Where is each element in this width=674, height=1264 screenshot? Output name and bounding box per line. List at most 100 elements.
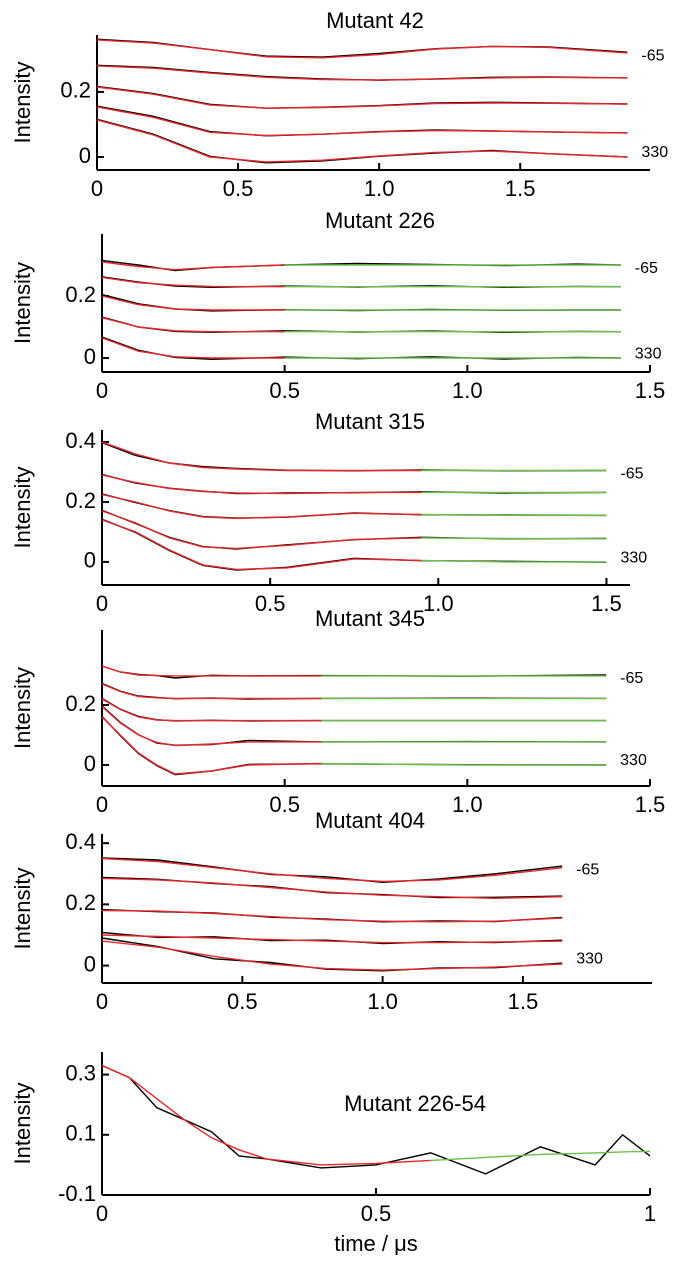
trace [101,705,607,746]
trace [101,317,285,333]
y-axis-label: Intensity [10,667,35,749]
trace [101,705,322,747]
trace [101,493,607,519]
x-tick-label: 0.5 [223,176,254,201]
trace [101,473,607,495]
x-axis-label: time / μs [334,1231,418,1256]
x-tick-label: 0.5 [361,1201,392,1226]
trace [96,118,628,164]
x-tick-label: 1.5 [635,378,666,403]
trace [101,519,422,571]
trace [101,934,563,944]
chart-title: Mutant 226-54 [344,1091,486,1116]
y-axis-label: Intensity [10,868,35,950]
trace [101,683,322,700]
trace [101,510,422,550]
trace [96,39,628,59]
chart-title: Mutant 42 [326,8,424,33]
trace [101,909,563,923]
trace [101,1064,651,1175]
y-axis-label: Intensity [10,1083,35,1165]
x-tick-label: 0 [91,176,103,201]
chart-title: Mutant 226 [325,208,435,233]
trace [101,276,285,288]
y-axis-label: Intensity [10,467,35,549]
x-tick-label: 1.0 [423,591,454,616]
trace [96,106,628,137]
y-axis-label: Intensity [10,262,35,344]
trace-label: 330 [620,549,647,566]
y-tick-label: 0.2 [65,488,96,513]
trace [321,762,607,766]
trace [101,940,563,971]
trace [101,337,285,359]
y-tick-label: 0.2 [60,78,91,103]
x-tick-label: 1.5 [591,591,622,616]
y-tick-label: 0.2 [65,890,96,915]
trace [101,336,621,361]
y-tick-label: 0 [84,751,96,776]
x-tick-label: 1.5 [505,176,536,201]
chart-title: Mutant 315 [315,409,425,434]
trace [101,509,607,550]
x-tick-label: 1 [644,1201,656,1226]
trace-label: -65 [641,47,664,64]
x-tick-label: 0 [96,989,108,1014]
y-tick-label: 0.4 [65,428,96,453]
x-tick-label: 0.5 [227,989,258,1014]
x-tick-label: 0 [96,378,108,403]
trace-label: -65 [635,260,658,277]
trace [101,877,563,900]
trace [101,474,422,495]
trace-label: 330 [641,144,668,161]
trace [96,38,628,58]
trace [101,261,285,271]
x-tick-label: 1.0 [452,792,483,817]
y-tick-label: 0.2 [65,691,96,716]
trace [101,698,322,722]
x-tick-label: 0.5 [269,378,300,403]
y-axis-label: Intensity [10,62,35,144]
trace [421,559,607,563]
trace [96,65,628,81]
trace [101,1064,431,1166]
trace [101,441,607,472]
trace [101,682,607,700]
trace-label: -65 [620,466,643,483]
trace [101,493,422,520]
trace [101,857,563,884]
trace [96,85,628,109]
trace [101,665,322,677]
x-tick-label: 1.0 [364,176,395,201]
trace [101,716,322,775]
x-tick-label: 1.5 [635,792,666,817]
trace-label: -65 [576,861,599,878]
y-tick-label: 0 [84,951,96,976]
trace [421,513,607,517]
trace [101,857,563,883]
chart-title: Mutant 404 [315,808,425,833]
y-tick-label: -0.1 [58,1181,96,1206]
trace [430,1150,651,1162]
trace [101,316,621,334]
trace [421,537,607,540]
trace [101,441,422,472]
trace-label: -65 [620,670,643,687]
trace [96,86,628,109]
y-tick-label: 0.3 [65,1060,96,1085]
x-tick-label: 0.5 [255,591,286,616]
x-tick-label: 1.0 [452,378,483,403]
y-tick-label: 0.2 [65,282,96,307]
y-tick-label: 0.1 [65,1121,96,1146]
x-tick-label: 0 [96,792,108,817]
x-tick-label: 0 [96,591,108,616]
y-tick-label: 0.4 [65,829,96,854]
trace [101,697,607,722]
x-tick-label: 1.0 [367,989,398,1014]
chart-title: Mutant 345 [315,606,425,631]
x-tick-label: 1.5 [508,989,539,1014]
trace [101,295,285,311]
x-tick-label: 0 [96,1201,108,1226]
y-tick-label: 0 [84,344,96,369]
